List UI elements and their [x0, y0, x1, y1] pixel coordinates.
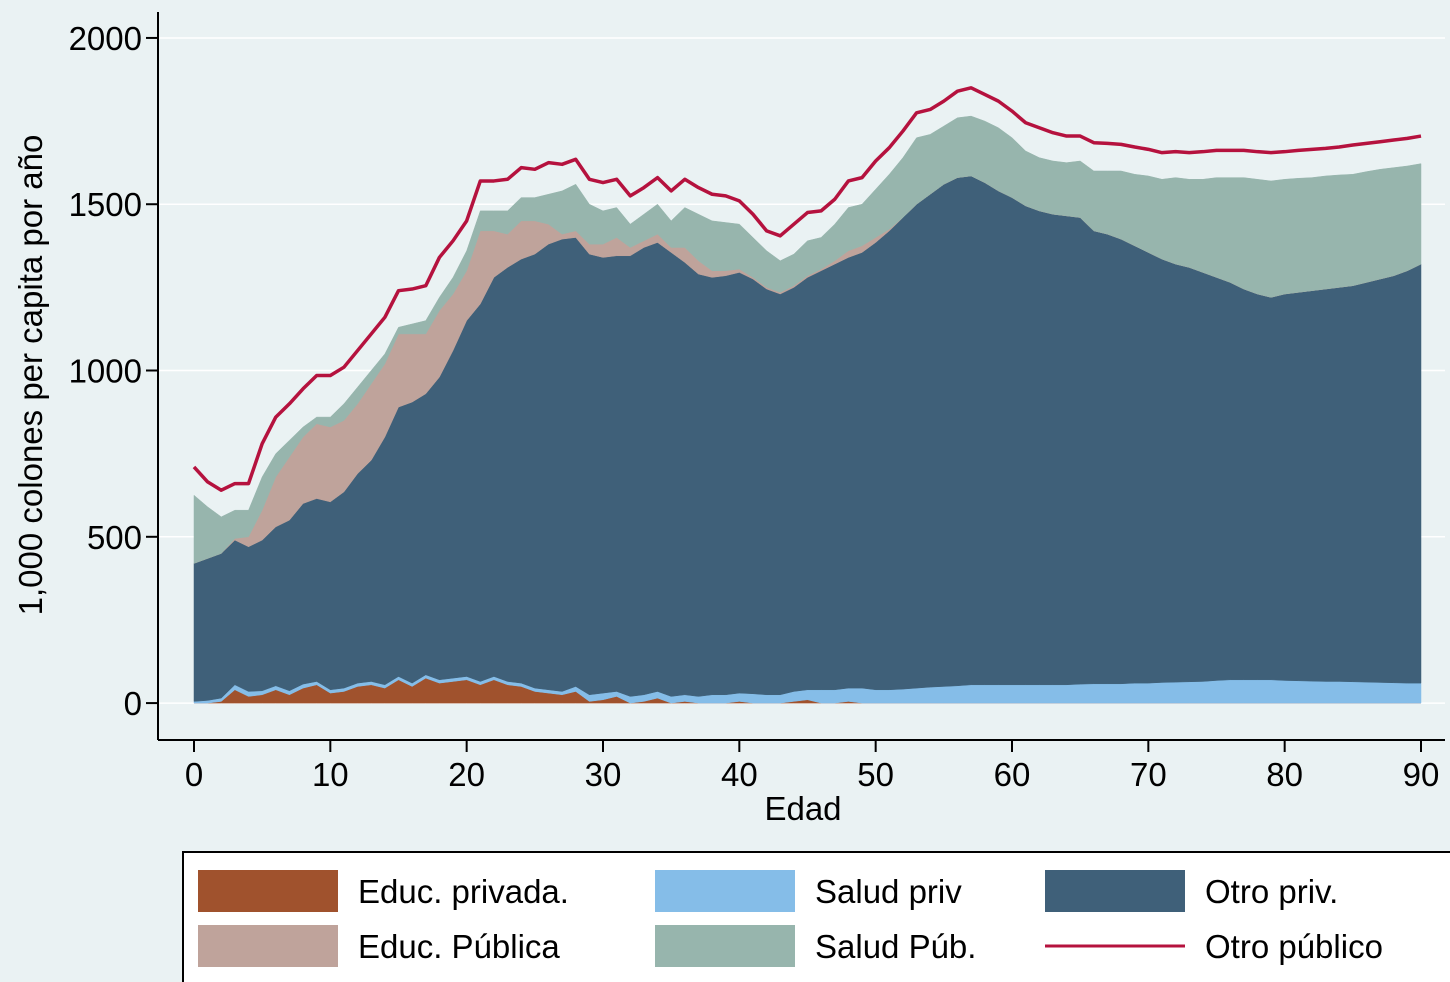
- legend-swatch: [655, 870, 795, 912]
- legend-label: Otro público: [1205, 928, 1383, 965]
- x-tick-label: 50: [857, 756, 894, 793]
- line: [192, 86, 1422, 492]
- x-tick-label: 0: [185, 756, 203, 793]
- legend-swatch: [198, 925, 338, 967]
- legend-swatch: [655, 925, 795, 967]
- x-tick-label: 80: [1266, 756, 1303, 793]
- legend-swatch: [198, 870, 338, 912]
- x-tick-label: 30: [585, 756, 622, 793]
- legend-swatch: [1045, 870, 1185, 912]
- legend-box: [182, 851, 1450, 982]
- legend-label: Salud priv: [815, 873, 962, 910]
- legend-label: Otro priv.: [1205, 873, 1338, 910]
- legend-label: Salud Púb.: [815, 928, 976, 965]
- y-tick-label: 1000: [69, 353, 142, 390]
- y-axis-label: 1,000 colones per capita por año: [12, 135, 49, 616]
- y-tick-label: 1500: [69, 186, 142, 223]
- legend-label: Educ. Pública: [358, 928, 560, 965]
- x-axis-label: Edad: [764, 790, 841, 827]
- area: [193, 115, 1422, 564]
- y-tick-label: 500: [87, 519, 142, 556]
- x-tick-label: 10: [312, 756, 349, 793]
- x-tick-label: 20: [448, 756, 485, 793]
- x-tick-label: 70: [1130, 756, 1167, 793]
- y-tick-label: 0: [124, 685, 142, 722]
- plot-area: [158, 37, 1445, 704]
- x-tick-label: 40: [721, 756, 758, 793]
- x-tick-label: 60: [994, 756, 1031, 793]
- x-tick-label: 90: [1403, 756, 1440, 793]
- legend-label: Educ. privada.: [358, 873, 569, 910]
- y-tick-label: 2000: [69, 20, 142, 57]
